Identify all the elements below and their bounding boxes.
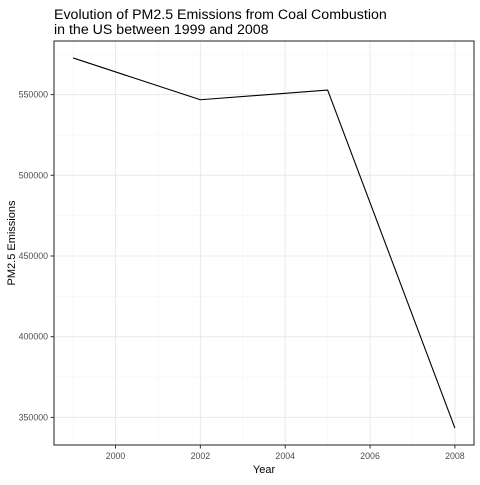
x-tick-label: 2006 (360, 451, 380, 461)
x-tick-label: 2002 (191, 451, 211, 461)
panel-border-rect (54, 41, 474, 445)
y-tick-label: 400000 (19, 332, 48, 342)
y-axis: 350000 400000 450000 500000 550000 (19, 90, 54, 423)
minor-gridlines (54, 41, 474, 445)
series-line (73, 58, 455, 428)
y-tick-label: 550000 (19, 90, 48, 100)
y-axis-label: PM2.5 Emissions (6, 200, 18, 285)
chart-title-line: Evolution of PM2.5 Emissions from Coal C… (54, 7, 387, 23)
chart-title: Evolution of PM2.5 Emissions from Coal C… (54, 7, 387, 38)
x-tick-label: 2000 (106, 451, 126, 461)
y-tick-label: 450000 (19, 251, 48, 261)
y-tick-label: 350000 (19, 412, 48, 422)
x-tick-label: 2008 (445, 451, 465, 461)
x-axis: 2000 2002 2004 2006 2008 (106, 445, 465, 461)
panel-border (54, 41, 474, 445)
x-tick-label: 2004 (275, 451, 295, 461)
x-axis-label: Year (253, 464, 276, 476)
chart-title-line: in the US between 1999 and 2008 (54, 22, 269, 38)
data-points (73, 58, 455, 428)
y-tick-label: 500000 (19, 170, 48, 180)
major-gridlines (54, 41, 474, 445)
data-series (73, 58, 455, 428)
